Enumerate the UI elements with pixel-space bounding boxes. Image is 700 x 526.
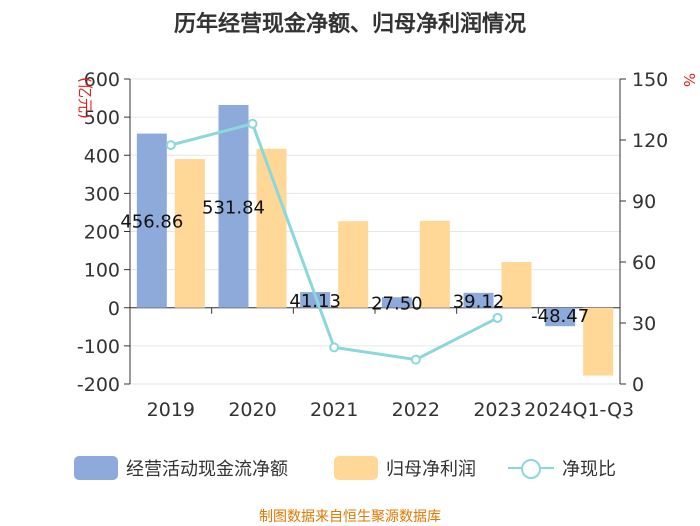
bar-cashflow <box>463 292 494 308</box>
ratio-point <box>329 342 340 353</box>
ratio-point <box>247 118 258 129</box>
data-label-cashflow: 531.84 <box>202 197 265 218</box>
left-tick-label: 0 <box>108 298 120 320</box>
legend-swatch-net-profit <box>334 456 378 480</box>
data-label-cashflow: 27.50 <box>371 294 423 315</box>
legend-swatch-ratio <box>508 456 554 480</box>
ratio-point <box>165 140 176 151</box>
bar-net-profit <box>419 220 450 308</box>
source-note: 制图数据来自恒生聚源数据库 <box>259 509 441 525</box>
legend-label-net-profit: 归母净利润 <box>386 459 476 480</box>
right-tick-label: 120 <box>632 130 668 152</box>
x-tick-label: 2023 <box>473 399 521 421</box>
data-label-cashflow: 456.86 <box>120 212 183 233</box>
bar-net-profit <box>583 307 614 376</box>
ratio-point <box>492 312 503 323</box>
right-tick-label: 150 <box>632 69 668 91</box>
left-tick-label: 600 <box>84 69 120 91</box>
bar-cashflow <box>545 307 576 327</box>
left-tick-label: -200 <box>77 374 120 396</box>
left-tick-label: 300 <box>84 183 120 205</box>
bar-net-profit <box>501 262 532 308</box>
data-label-cashflow: 41.13 <box>289 291 341 312</box>
bar-cashflow <box>381 297 412 308</box>
right-tick-label: 30 <box>632 313 656 335</box>
left-tick-label: 500 <box>84 107 120 129</box>
left-tick-label: 400 <box>84 145 120 167</box>
legend-item-cashflow: 经营活动现金流净额 <box>74 452 288 484</box>
left-axis-label: (亿元) <box>76 77 94 119</box>
right-tick-label: 90 <box>632 191 656 213</box>
left-tick-label: -100 <box>77 336 120 358</box>
left-tick-label: 100 <box>84 260 120 282</box>
ratio-point <box>410 354 421 365</box>
right-tick-label: 60 <box>632 252 656 274</box>
data-label-cashflow: -48.47 <box>531 306 589 327</box>
legend-label-ratio: 净现比 <box>562 459 616 480</box>
chart-title: 历年经营现金净额、归母净利润情况 <box>173 12 526 37</box>
legend-label-cashflow: 经营活动现金流净额 <box>126 459 288 480</box>
x-tick-label: 2021 <box>310 399 358 421</box>
bar-cashflow <box>218 104 249 308</box>
bar-net-profit <box>338 221 369 308</box>
legend-item-net-profit: 归母净利润 <box>334 452 476 484</box>
legend-swatch-cashflow <box>74 456 118 480</box>
x-tick-label: 2022 <box>392 399 440 421</box>
legend-item-ratio: 净现比 <box>508 452 616 484</box>
x-tick-label: 2019 <box>147 399 195 421</box>
right-tick-label: 0 <box>632 374 644 396</box>
x-tick-label: 2020 <box>228 399 276 421</box>
chart-legend: 经营活动现金流净额 归母净利润 净现比 <box>0 452 700 484</box>
bar-cashflow <box>136 133 167 308</box>
data-label-cashflow: 39.12 <box>453 291 505 312</box>
bar-cashflow <box>300 292 331 308</box>
x-tick-label: 2024Q1-Q3 <box>524 399 634 421</box>
left-tick-label: 200 <box>84 222 120 244</box>
bar-net-profit <box>174 159 205 308</box>
right-axis-label: % <box>680 73 698 87</box>
